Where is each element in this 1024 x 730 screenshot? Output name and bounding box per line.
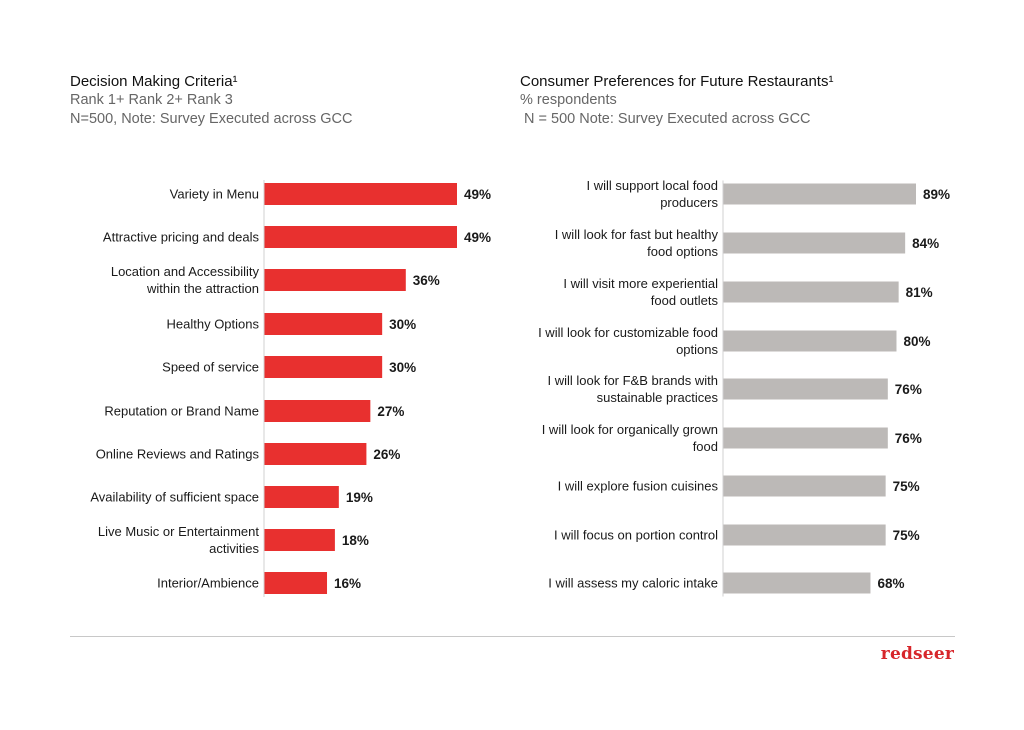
right-category-label-4: I will look for customizable food options bbox=[538, 325, 718, 357]
left-category-label-6: Reputation or Brand Name bbox=[104, 404, 259, 419]
right-value-label-9: 68% bbox=[877, 576, 904, 591]
left-bar-4 bbox=[264, 313, 383, 335]
left-value-label-10: 16% bbox=[334, 576, 361, 591]
left-value-label-6: 27% bbox=[377, 404, 404, 419]
right-category-label-8: I will focus on portion control bbox=[554, 528, 718, 543]
right-bar-5 bbox=[723, 378, 888, 400]
left-bar-6 bbox=[264, 400, 371, 422]
left-bar-2 bbox=[264, 226, 457, 248]
right-bar-4 bbox=[723, 330, 897, 352]
left-value-label-4: 30% bbox=[389, 317, 416, 332]
left-category-label-4: Healthy Options bbox=[167, 317, 260, 332]
left-chart-subtitle-1: Rank 1+ Rank 2+ Rank 3 bbox=[70, 92, 233, 108]
right-value-label-7: 75% bbox=[893, 479, 920, 494]
left-value-label-8: 19% bbox=[346, 490, 373, 505]
right-category-label-6: I will look for organically grown food bbox=[542, 422, 718, 454]
right-bar-3 bbox=[723, 281, 899, 303]
right-value-label-8: 75% bbox=[893, 528, 920, 543]
right-bar-7 bbox=[723, 475, 886, 497]
left-bar-9 bbox=[264, 529, 335, 551]
right-value-label-6: 76% bbox=[895, 431, 922, 446]
left-bar-3 bbox=[264, 269, 406, 291]
left-value-label-1: 49% bbox=[464, 187, 491, 202]
left-category-label-3: Location and Accessibility within the att… bbox=[111, 264, 260, 296]
left-category-label-10: Interior/Ambience bbox=[157, 576, 259, 591]
left-chart-subtitle-2: N=500, Note: Survey Executed across GCC bbox=[70, 111, 353, 127]
left-value-label-3: 36% bbox=[413, 273, 440, 288]
left-bar-1 bbox=[264, 183, 457, 205]
left-category-label-5: Speed of service bbox=[162, 360, 259, 375]
left-value-label-5: 30% bbox=[389, 360, 416, 375]
left-value-label-2: 49% bbox=[464, 230, 491, 245]
left-bar-7 bbox=[264, 443, 367, 465]
right-bar-6 bbox=[723, 427, 888, 449]
right-value-label-4: 80% bbox=[903, 334, 930, 349]
right-chart-header: Consumer Preferences for Future Restaura… bbox=[520, 72, 833, 129]
redseer-logo: redseer bbox=[880, 644, 954, 664]
left-category-label-7: Online Reviews and Ratings bbox=[96, 447, 260, 462]
right-chart-subtitle-2: N = 500 Note: Survey Executed across GCC bbox=[520, 111, 811, 127]
right-category-label-7: I will explore fusion cuisines bbox=[558, 479, 719, 494]
right-category-label-2: I will look for fast but healthy food opt… bbox=[555, 227, 719, 259]
left-value-label-9: 18% bbox=[342, 533, 369, 548]
left-bar-8 bbox=[264, 486, 339, 508]
left-value-label-7: 26% bbox=[373, 447, 400, 462]
footer-divider bbox=[70, 636, 955, 637]
left-chart-header: Decision Making Criteria¹ Rank 1+ Rank 2… bbox=[70, 72, 352, 129]
left-category-label-9: Live Music or Entertainment activities bbox=[98, 524, 260, 556]
right-value-label-1: 89% bbox=[923, 187, 950, 202]
right-bar-1 bbox=[723, 183, 916, 205]
right-category-label-3: I will visit more experiential food outle… bbox=[563, 276, 718, 308]
right-chart-subtitle-1: % respondents bbox=[520, 92, 617, 108]
left-category-label-8: Availability of sufficient space bbox=[90, 490, 259, 505]
left-bar-10 bbox=[264, 572, 328, 594]
right-category-label-1: I will support local food producers bbox=[586, 178, 718, 210]
left-bar-5 bbox=[264, 356, 383, 378]
right-bar-9 bbox=[723, 572, 871, 594]
right-value-label-5: 76% bbox=[895, 382, 922, 397]
left-category-label-2: Attractive pricing and deals bbox=[103, 230, 260, 245]
right-value-label-3: 81% bbox=[906, 285, 933, 300]
left-category-label-1: Variety in Menu bbox=[170, 187, 259, 202]
right-category-label-9: I will assess my caloric intake bbox=[548, 576, 718, 591]
right-bar-2 bbox=[723, 232, 906, 254]
right-value-label-2: 84% bbox=[912, 236, 939, 251]
left-chart-title: Decision Making Criteria¹ bbox=[70, 73, 238, 90]
right-chart-title: Consumer Preferences for Future Restaura… bbox=[520, 73, 834, 90]
right-bar-8 bbox=[723, 524, 886, 546]
right-category-label-5: I will look for F&B brands with sustainab… bbox=[547, 373, 718, 405]
